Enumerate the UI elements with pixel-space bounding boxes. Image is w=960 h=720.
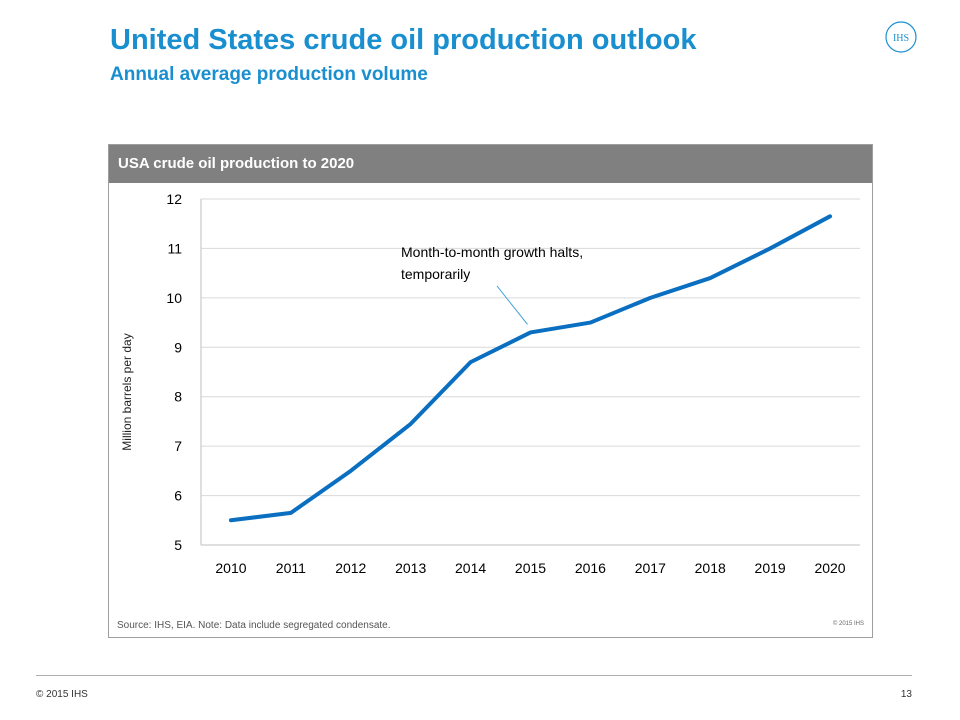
production-line-chart: 5 6 7 8 9 10 11 12 2010 2011 2012 2013 2014 2015 2016 2… <box>120 191 860 576</box>
x-tick-label: 2017 <box>635 560 666 576</box>
x-tick-label: 2010 <box>215 560 246 576</box>
x-tick-label: 2019 <box>755 560 786 576</box>
x-tick-label: 2020 <box>814 560 845 576</box>
x-tick-label: 2011 <box>276 560 306 576</box>
chart-panel: USA crude oil production to 2020 5 6 7 8 9 10… <box>108 144 873 638</box>
annotation-line-1: Month-to-month growth halts, <box>401 244 583 260</box>
annotation-line-2: temporarily <box>401 266 470 282</box>
y-tick-label: 6 <box>174 488 182 504</box>
ihs-logo-icon: IHS <box>885 21 917 53</box>
chart-panel-header: USA crude oil production to 2020 <box>109 145 872 183</box>
x-tick-label: 2014 <box>455 560 486 576</box>
x-tick-label: 2018 <box>695 560 726 576</box>
y-tick-label: 10 <box>166 290 182 306</box>
page-number: 13 <box>900 689 912 700</box>
chart-source-note: Source: IHS, EIA. Note: Data include seg… <box>117 620 391 631</box>
x-tick-label: 2012 <box>335 560 366 576</box>
footer-divider <box>36 675 912 676</box>
y-tick-label: 5 <box>174 537 182 553</box>
slide-subtitle: Annual average production volume <box>110 64 428 85</box>
slide-title: United States crude oil production outlo… <box>110 24 697 56</box>
x-tick-label: 2013 <box>395 560 426 576</box>
y-tick-label: 11 <box>167 240 182 256</box>
x-tick-label: 2016 <box>575 560 606 576</box>
y-tick-label: 12 <box>166 191 182 207</box>
y-tick-label: 7 <box>174 438 182 454</box>
chart-copyright: © 2015 IHS <box>832 621 864 627</box>
production-series-line <box>228 214 833 523</box>
x-tick-label: 2015 <box>515 560 546 576</box>
y-tick-label: 9 <box>174 339 182 355</box>
svg-text:IHS: IHS <box>893 33 909 44</box>
y-tick-label: 8 <box>174 389 182 405</box>
y-axis-title: Million barrels per day <box>120 333 134 450</box>
footer-copyright: © 2015 IHS <box>36 689 88 700</box>
annotation-leader-line <box>496 285 528 325</box>
